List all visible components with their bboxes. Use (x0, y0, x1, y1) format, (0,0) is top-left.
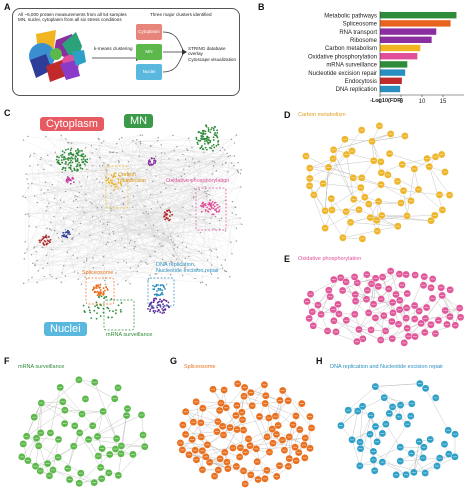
cluster-box-mn: MN (136, 44, 162, 60)
mn-label: MN (124, 114, 154, 128)
overview-cluster (195, 124, 220, 152)
overview-cluster (55, 147, 89, 173)
highlight-box (103, 299, 135, 331)
panel-f-letter: F (4, 356, 10, 366)
kmeans-label: k-means clustering (94, 46, 133, 51)
carbon-metabolism-label: Carbon metabolism (118, 172, 147, 184)
oxidative-phosphorylation-network (303, 267, 465, 347)
panel-e-letter: E (284, 254, 291, 264)
panel-c-letter: C (4, 108, 11, 118)
protein-blob-graphic (29, 30, 86, 82)
carbon-metabolism-network (302, 122, 454, 243)
highlight-box (147, 277, 175, 307)
bar (380, 12, 457, 19)
spliceosome-network (176, 379, 316, 488)
bar-category-label: Carbon metabolism (325, 46, 377, 52)
overview-cluster (91, 283, 109, 297)
bar-category-label: Spliceosome (343, 22, 378, 28)
x-tick-label: 5 (399, 99, 403, 105)
bar (380, 61, 408, 68)
workflow-note: All ~5,000 protein measurements from all… (18, 12, 127, 23)
overview-cluster (38, 234, 52, 246)
panel-h-title: DNA replication and Nucleotide excision … (330, 364, 444, 370)
spliceosome-label: Spliceosome (82, 270, 114, 276)
overview-cluster (82, 295, 123, 320)
overview-cluster (152, 283, 166, 297)
highlight-box (105, 165, 129, 209)
kmeans-arrow (92, 55, 142, 61)
panel-e-title: Oxidative phosphorylation (298, 256, 362, 262)
bar (380, 69, 406, 76)
bar-category-label: RNA transport (339, 30, 377, 36)
overview-nodes (22, 134, 243, 286)
bar (380, 85, 401, 93)
overview-cluster (147, 157, 157, 167)
oxphos-label: Oxidative phosphorylation (166, 178, 230, 184)
cluster-box-nuclei: Nuclei (136, 64, 162, 80)
mrna-surveillance-network (18, 376, 149, 488)
bar (380, 44, 421, 52)
x-tick-label: 15 (440, 99, 447, 105)
network-nodes (18, 376, 149, 488)
protein-network-overview (22, 124, 243, 331)
x-tick-label: 0 (378, 99, 382, 105)
bar-category-label: Ribosome (350, 38, 378, 44)
overview-cluster (147, 297, 170, 315)
bar (380, 77, 402, 84)
panel-h-letter: H (316, 356, 323, 366)
network-nodes (303, 267, 465, 347)
workflow-box (12, 8, 240, 96)
cluster-merge-arrows (162, 31, 187, 73)
highlight-box (85, 277, 115, 305)
mrna-surveillance-label: mRNA surveillance (106, 332, 153, 338)
panel-a-letter: A (4, 2, 11, 12)
bar (380, 28, 437, 35)
string-label: STRING database overlay Cytoscape visual… (188, 46, 237, 62)
overview-cluster (199, 199, 221, 216)
bar-category-label: Metabolic pathways (324, 13, 377, 19)
overview-edges (22, 135, 242, 285)
bar-category-label: mRNA surveillance (326, 63, 377, 69)
cytoplasm-label: Cytoplasm (40, 117, 104, 131)
panel-g-title: Spliceosome (184, 364, 216, 370)
overview-cluster (105, 172, 123, 191)
nuclei-label: Nuclei (44, 322, 87, 336)
panel-d-title: Carbon metabolism (298, 112, 346, 118)
bar (380, 20, 451, 27)
bar-category-label: Nucleotide excision repair (308, 71, 377, 77)
dna-replication-label: DNA replication, Nucleotide excision rep… (156, 262, 219, 274)
network-nodes (176, 379, 316, 488)
bar (380, 36, 432, 43)
x-tick-label: 10 (419, 99, 426, 105)
network-nodes (337, 379, 459, 479)
bar-category-label: Oxidative phosphorylation (308, 54, 377, 60)
network-nodes (302, 122, 454, 243)
bar-category-label: DNA replication (336, 87, 377, 93)
bar-chart-xlabel: -Log10(FDR) (370, 98, 403, 104)
panel-d-letter: D (284, 110, 291, 120)
overview-cluster (65, 176, 75, 185)
three-clusters-label: Three major clusters identified (150, 12, 212, 17)
bar (380, 53, 418, 60)
highlight-box (195, 187, 227, 231)
dna-replication-network (337, 379, 459, 479)
panel-b-letter: B (258, 2, 265, 12)
panel-g-letter: G (170, 356, 178, 366)
overview-cluster (61, 229, 71, 239)
cluster-box-cytoplasm: Cytoplasm (136, 24, 162, 40)
overview-cluster (163, 209, 174, 222)
panel-f-title: mRNA surveillance (18, 364, 65, 370)
bar-category-label: Endocytosis (345, 79, 377, 85)
enrichment-bar-chart: Metabolic pathways Spliceosome RNA transpo… (308, 11, 464, 105)
